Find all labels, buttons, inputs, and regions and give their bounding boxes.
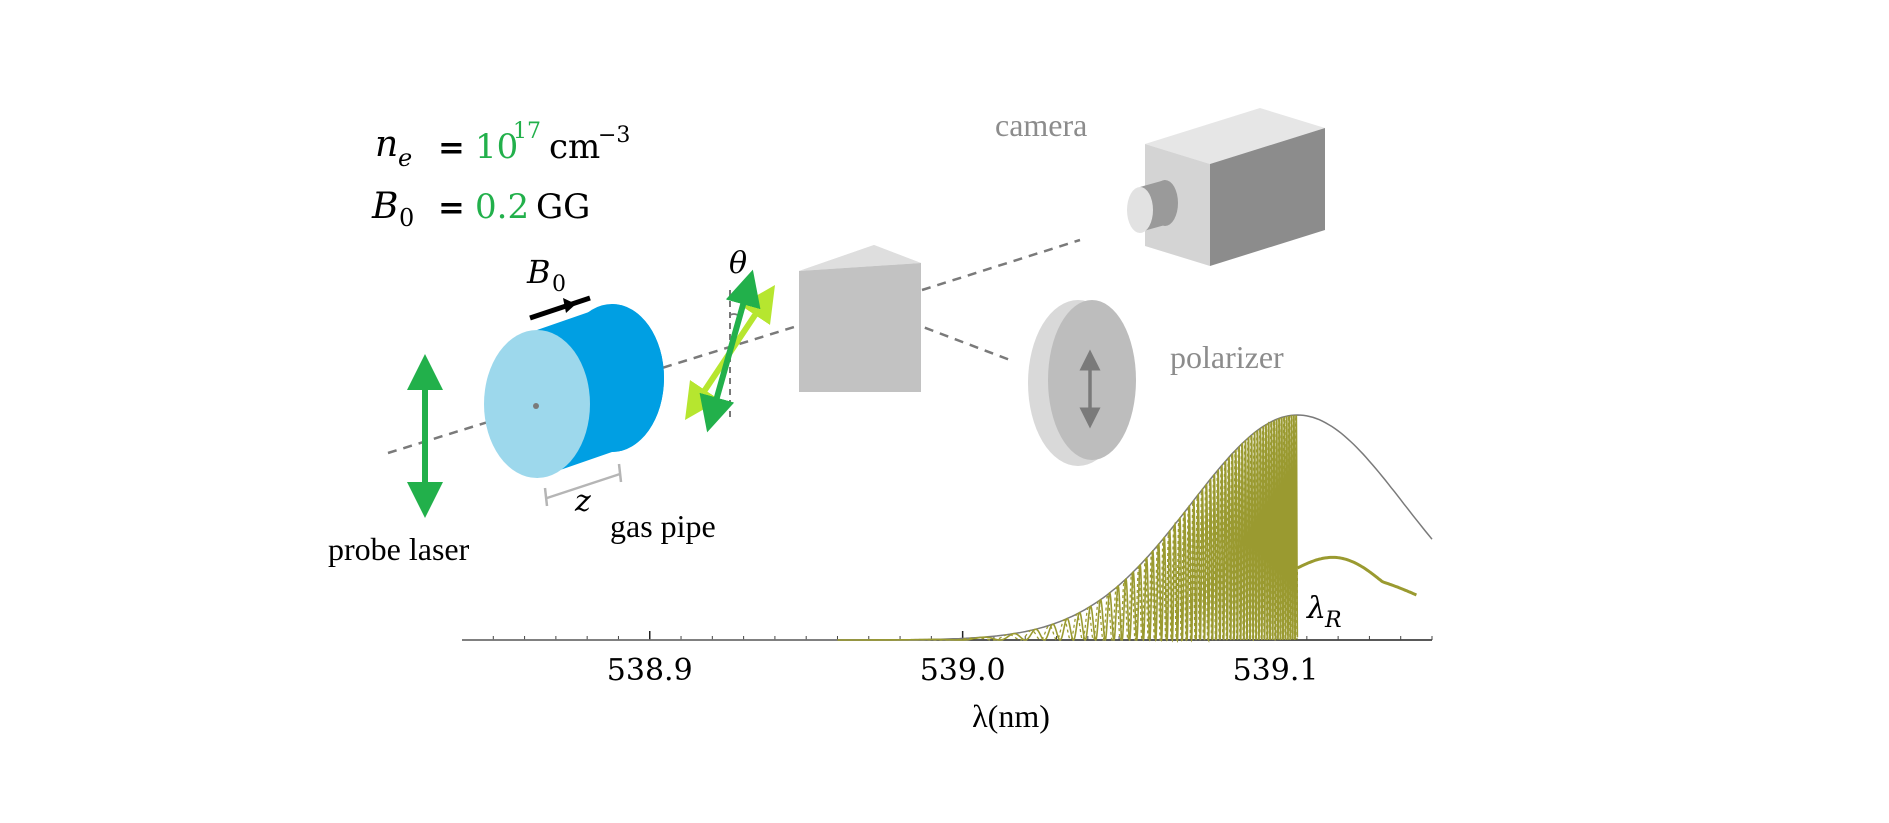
oscillating-signal-dotted bbox=[837, 414, 1299, 643]
polarizer-label: polarizer bbox=[1170, 339, 1284, 375]
ne-value-base: 10 bbox=[475, 127, 518, 167]
ne-subscript: e bbox=[398, 144, 412, 172]
camera-lens-back bbox=[1152, 180, 1178, 226]
z-tick-left bbox=[543, 487, 549, 507]
b0-label-symbol: B bbox=[526, 253, 551, 291]
oscillating-signal-curve bbox=[837, 415, 1299, 644]
camera-side bbox=[1210, 128, 1325, 266]
ne-unit-exp: −3 bbox=[598, 123, 630, 148]
gas-pipe-cylinder bbox=[484, 304, 664, 478]
beam-to-prism bbox=[387, 303, 866, 455]
camera bbox=[1127, 108, 1325, 266]
b0-param-symbol: B bbox=[371, 186, 398, 227]
parameter-b0: B 0 = 0.2 GG bbox=[371, 186, 590, 232]
z-label: z bbox=[574, 484, 591, 519]
z-dimension bbox=[543, 463, 623, 507]
polarizer bbox=[1028, 300, 1136, 466]
theta-label: θ bbox=[729, 246, 747, 281]
z-dimension-line bbox=[546, 472, 621, 500]
lambda-r-subscript: R bbox=[1324, 608, 1342, 633]
x-tick-label: 538.9 bbox=[607, 653, 693, 688]
beam-path bbox=[387, 238, 1081, 455]
polarization-rotation bbox=[685, 269, 775, 433]
signal-tail-curve bbox=[1296, 555, 1418, 597]
prism-top-face bbox=[799, 245, 921, 271]
x-axis-major-ticks: 538.9 539.0 539.1 bbox=[607, 631, 1319, 688]
parameter-ne: n e = 10 17 cm −3 bbox=[375, 119, 630, 172]
beam-entry-dot bbox=[533, 403, 539, 409]
beam-to-camera bbox=[921, 238, 1081, 292]
prism bbox=[799, 245, 921, 392]
ne-equals: = bbox=[438, 128, 465, 166]
gas-pipe-label: gas pipe bbox=[610, 508, 716, 544]
ne-value-exp: 17 bbox=[513, 119, 541, 144]
x-tick-label: 539.1 bbox=[1233, 653, 1319, 688]
spectrum-chart: 538.9 539.0 539.1 λ R λ(nm) bbox=[462, 414, 1433, 734]
b0-param-subscript: 0 bbox=[399, 204, 414, 232]
b0-arrow-icon bbox=[563, 298, 576, 313]
b0-unit: GG bbox=[536, 187, 590, 227]
x-axis-label: λ(nm) bbox=[972, 698, 1050, 734]
x-tick-label: 539.0 bbox=[920, 653, 1006, 688]
b0-field-line bbox=[529, 295, 591, 321]
camera-lens-icon bbox=[1127, 187, 1153, 233]
rotated-polarization-arrow-icon bbox=[699, 269, 761, 433]
b0-label-subscript: 0 bbox=[552, 272, 566, 297]
z-tick-right bbox=[617, 463, 623, 483]
b0-value: 0.2 bbox=[475, 187, 529, 227]
b0-equals: = bbox=[438, 188, 465, 226]
probe-laser-label: probe laser bbox=[328, 531, 470, 567]
lambda-r-symbol: λ bbox=[1306, 591, 1326, 626]
camera-label: camera bbox=[995, 107, 1087, 143]
prism-front bbox=[799, 263, 921, 392]
ne-symbol: n bbox=[375, 124, 398, 165]
camera-top bbox=[1145, 108, 1325, 164]
beam-to-polarizer bbox=[864, 303, 1011, 362]
polarizer-face bbox=[1048, 300, 1136, 460]
ne-unit: cm bbox=[549, 127, 600, 167]
